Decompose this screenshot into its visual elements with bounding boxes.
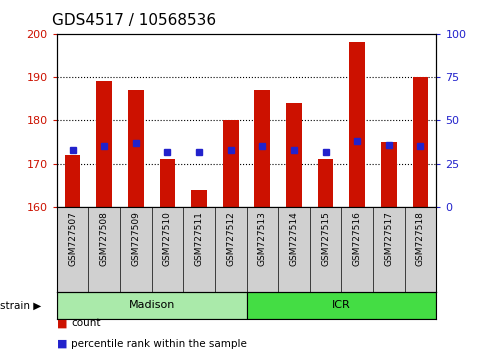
Bar <box>350 42 365 207</box>
Bar <box>65 155 80 207</box>
Text: GSM727516: GSM727516 <box>352 211 362 266</box>
Bar <box>246 292 436 319</box>
Text: GSM727507: GSM727507 <box>68 211 77 266</box>
Bar <box>160 159 176 207</box>
Bar <box>317 159 333 207</box>
Text: GSM727508: GSM727508 <box>100 211 108 266</box>
Bar <box>191 190 207 207</box>
Text: GSM727517: GSM727517 <box>385 211 393 266</box>
Text: GDS4517 / 10568536: GDS4517 / 10568536 <box>52 13 216 28</box>
Text: ■: ■ <box>57 318 67 329</box>
Text: Madison: Madison <box>128 300 175 310</box>
Text: GSM727509: GSM727509 <box>131 211 141 266</box>
Text: count: count <box>71 318 101 329</box>
Text: ■: ■ <box>57 339 67 349</box>
Bar <box>381 142 397 207</box>
Text: percentile rank within the sample: percentile rank within the sample <box>71 339 247 349</box>
Text: strain ▶: strain ▶ <box>0 300 41 310</box>
Text: GSM727511: GSM727511 <box>195 211 204 266</box>
Text: GSM727513: GSM727513 <box>258 211 267 266</box>
Bar <box>254 90 270 207</box>
Text: GSM727515: GSM727515 <box>321 211 330 266</box>
Bar <box>96 81 112 207</box>
Bar <box>413 77 428 207</box>
Bar <box>57 292 246 319</box>
Text: ICR: ICR <box>332 300 351 310</box>
Text: GSM727514: GSM727514 <box>289 211 298 266</box>
Bar <box>128 90 143 207</box>
Text: GSM727512: GSM727512 <box>226 211 235 266</box>
Bar <box>286 103 302 207</box>
Text: GSM727518: GSM727518 <box>416 211 425 266</box>
Text: GSM727510: GSM727510 <box>163 211 172 266</box>
Bar <box>223 120 239 207</box>
